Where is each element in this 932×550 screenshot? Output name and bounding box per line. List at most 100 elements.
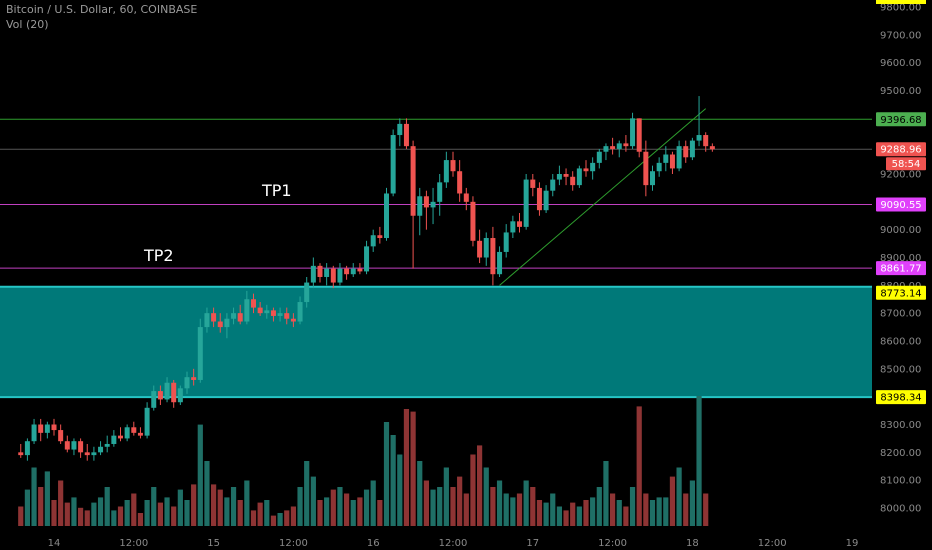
candle-body: [470, 201, 476, 241]
bar-countdown-tag: [886, 157, 926, 171]
volume-bar: [689, 480, 695, 526]
volume-bar: [304, 461, 310, 526]
volume-bar: [84, 510, 90, 526]
volume-bar: [590, 497, 596, 526]
candle-body: [64, 441, 70, 450]
volume-bar: [423, 480, 429, 526]
volume-bar: [403, 409, 410, 526]
volume-bar: [383, 422, 390, 526]
candle-body: [244, 299, 250, 322]
candle-body: [676, 146, 682, 169]
ascending-trendline: [499, 108, 707, 286]
candle-body: [38, 424, 44, 433]
volume-bar: [244, 480, 250, 526]
volume-bar: [71, 497, 77, 526]
candle-body: [197, 327, 203, 380]
candle-body: [98, 446, 104, 453]
candle-body: [576, 168, 582, 186]
volume-bar: [51, 500, 57, 526]
volume-bar: [58, 480, 64, 526]
volume-bar: [124, 500, 130, 526]
time-tick-label: 18: [686, 538, 699, 549]
candle-body: [164, 382, 170, 400]
resistance-price-tag-label: 9396.68: [880, 115, 921, 126]
time-axis[interactable]: 14 12:00 15 12:00 16 12:00 17 12:00 18 12:00 19: [48, 538, 859, 549]
candle-body: [503, 232, 509, 252]
volume-bar: [184, 500, 190, 526]
volume-bar: [596, 487, 602, 526]
candle-body: [330, 268, 336, 283]
time-tick-label: 15: [207, 538, 220, 549]
volume-bar: [543, 502, 549, 526]
last-price-price-tag-label: 9288.96: [880, 145, 921, 156]
volume-bar: [337, 487, 343, 526]
volume-bar: [583, 500, 589, 526]
zone-top-price-tag: [876, 285, 926, 300]
candle-body: [71, 441, 77, 450]
volume-bar: [270, 515, 277, 526]
candle-body: [317, 265, 323, 277]
candle-body: [603, 146, 609, 152]
tp1-price-tag: [876, 197, 926, 212]
price-tick-label: 9500.00: [880, 86, 921, 97]
candle-body: [437, 182, 443, 202]
volume-bar: [610, 493, 616, 526]
candle-body: [483, 238, 489, 258]
candle-body: [191, 377, 197, 380]
volume-bar: [503, 493, 509, 526]
volume-bar: [191, 484, 197, 526]
top-edge-marker: [876, 0, 926, 4]
volume-bar: [164, 497, 170, 526]
volume-bar: [410, 411, 416, 526]
candle-body: [151, 391, 157, 408]
candle-body: [636, 118, 642, 152]
volume-bar: [470, 454, 476, 526]
volume-bar: [516, 493, 523, 526]
volume-bar: [457, 476, 463, 526]
volume-bar: [64, 502, 70, 526]
candle-body: [131, 427, 137, 433]
candle-body: [204, 313, 210, 328]
candle-body: [384, 193, 389, 239]
volume-bar: [290, 506, 296, 526]
volume-bar: [490, 487, 496, 526]
candle-body: [350, 268, 356, 275]
volume-bars: [18, 396, 709, 526]
candle-body: [118, 435, 123, 439]
candle-body: [550, 179, 556, 191]
demand-zone: [0, 286, 872, 398]
candle-body: [610, 146, 616, 149]
volume-bar: [177, 489, 183, 526]
candle-body: [91, 452, 97, 456]
volume-bar: [669, 476, 676, 526]
candle-body: [364, 246, 370, 272]
candle-body: [689, 140, 695, 158]
volume-bar: [536, 500, 543, 526]
volume-bar: [430, 489, 436, 526]
volume-bar: [390, 435, 396, 526]
candle-body: [596, 151, 602, 163]
candle-body: [663, 154, 669, 163]
volume-bar: [197, 424, 203, 526]
candle-body: [290, 318, 296, 322]
volume-bar: [563, 510, 569, 526]
candle-body: [477, 240, 483, 258]
candlesticks: [18, 96, 715, 461]
price-axis[interactable]: 9800.009700.009600.009500.009400.009300.…: [880, 3, 921, 515]
candle-body: [410, 146, 416, 216]
candle-body: [277, 313, 283, 316]
volume-bar: [437, 487, 443, 526]
volume-bar: [250, 510, 257, 526]
volume-bar: [204, 461, 210, 526]
volume-bar: [649, 500, 656, 526]
candle-body: [397, 123, 403, 136]
candle-body: [370, 235, 376, 247]
candle-body: [184, 377, 190, 389]
volume-bar: [31, 467, 37, 526]
volume-bar: [576, 506, 582, 526]
volume-bar: [397, 454, 403, 526]
volume-bar: [137, 513, 144, 526]
volume-bar: [350, 500, 356, 526]
volume-bar: [237, 500, 243, 526]
